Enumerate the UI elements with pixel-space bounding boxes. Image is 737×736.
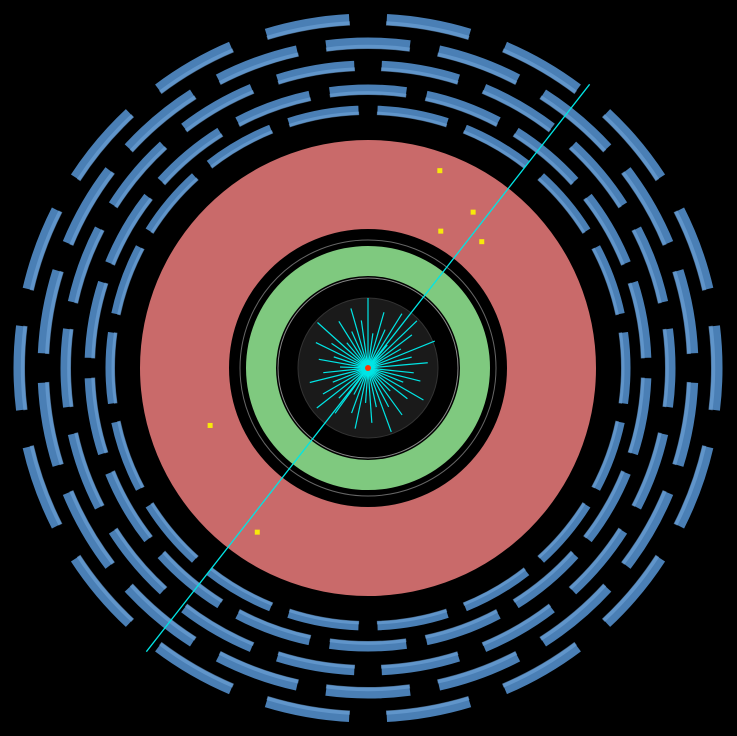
energy-hit <box>479 239 484 244</box>
detector-event-display <box>0 0 737 736</box>
energy-hit <box>208 423 213 428</box>
energy-hit <box>437 168 442 173</box>
energy-hit <box>255 530 260 535</box>
vertex-dot <box>365 365 371 371</box>
energy-hit <box>471 210 476 215</box>
energy-hit <box>438 229 443 234</box>
